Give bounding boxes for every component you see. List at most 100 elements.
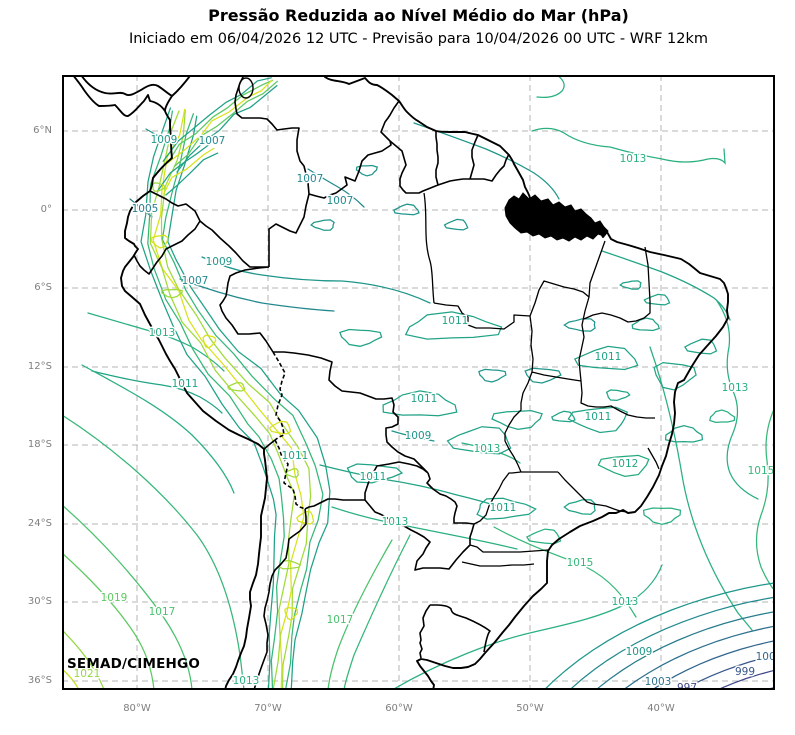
andes-contour-band-line (165, 152, 219, 196)
country-borders-dashed (272, 351, 306, 510)
contour-label: 1009 (151, 134, 178, 146)
contour-cell (563, 499, 596, 515)
chart-header: Pressão Reduzida ao Nível Médio do Mar (… (62, 6, 775, 47)
contour-cell (567, 406, 629, 434)
contour-label: 1021 (74, 668, 101, 680)
contour-line (91, 370, 223, 414)
contour-cell (285, 468, 299, 478)
lon-tick-label: 50°W (516, 703, 544, 714)
lat-tick-label: 0° (40, 204, 52, 215)
contour-label: 1007 (199, 135, 226, 147)
contour-cell (684, 338, 718, 355)
contour-cell (573, 345, 639, 371)
contour-label: 1007 (327, 195, 354, 207)
contour-label: 1013 (382, 516, 409, 528)
contour-label: 1015 (748, 465, 775, 477)
lat-tick-label: 30°S (27, 596, 52, 607)
contour-line (331, 506, 518, 550)
geography (72, 75, 729, 690)
contour-cell (709, 409, 736, 424)
generated-contours (140, 77, 775, 690)
contour-line (601, 250, 731, 321)
contour-cell (476, 497, 537, 520)
contour-cell (478, 368, 507, 383)
country-borders (133, 75, 510, 690)
contour-label: 1009 (206, 256, 233, 268)
contour-label: 1013 (620, 153, 647, 165)
lat-tick-label: 36°S (27, 675, 52, 686)
contour-line (716, 300, 759, 500)
contour-line (343, 534, 411, 690)
contour-cell (631, 317, 660, 332)
contour-line (62, 552, 155, 690)
contour-cell (597, 454, 650, 478)
state-borders (423, 192, 660, 567)
contour-cell (202, 334, 217, 349)
contour-line (391, 564, 663, 690)
contour-cell (404, 311, 503, 340)
andes-contour-band-line (161, 113, 324, 690)
andes-contour-band-line (156, 141, 214, 192)
contour-label: 1011 (442, 315, 469, 327)
page-title: Pressão Reduzida ao Nível Médio do Mar (… (208, 6, 629, 25)
andes-contour-band-line (176, 84, 278, 173)
contour-line (536, 75, 565, 98)
contour-label: 1009 (626, 646, 653, 658)
lon-tick-label: 80°W (123, 703, 151, 714)
contour-line (201, 256, 431, 304)
contour-cell (355, 164, 378, 177)
contour-cell (642, 507, 682, 526)
andes-contour-band-line (163, 147, 215, 195)
contour-label: 1013 (149, 327, 176, 339)
contour-cell (524, 367, 562, 384)
contour-label: 1009 (405, 430, 432, 442)
contour-cell (296, 510, 315, 525)
contour-label: 1011 (282, 450, 309, 462)
contour-label: 1011 (490, 502, 517, 514)
contour-label: 1003 (645, 676, 672, 688)
contour-cell (161, 288, 183, 299)
andes-contour-band-line (173, 80, 278, 168)
contour-label: 1013 (722, 382, 749, 394)
contour-cell (392, 203, 420, 216)
contour-label: 1013 (612, 596, 639, 608)
contour-line (413, 122, 560, 200)
contour-cell (605, 389, 631, 402)
andes-contour-band-line (152, 108, 305, 689)
contour-cell (226, 381, 246, 392)
andes-contour-band-line (167, 115, 331, 690)
contour-label: 1011 (411, 393, 438, 405)
lon-tick-label: 60°W (385, 703, 413, 714)
contour-line (319, 464, 501, 508)
andes-contour-band-line (167, 79, 274, 164)
map-frame (62, 75, 775, 690)
pressure-contours (62, 75, 775, 690)
lat-tick-label: 6°N (33, 125, 52, 136)
contour-label: 1015 (567, 557, 594, 569)
andes-contour-band-line (162, 77, 272, 162)
contour-cell (643, 293, 671, 306)
contour-line (62, 629, 105, 690)
contour-label: 1007 (182, 275, 209, 287)
contour-label: 1005 (132, 203, 159, 215)
contour-label: 1011 (172, 378, 199, 390)
contour-label: 1019 (101, 592, 128, 604)
coastline (72, 75, 729, 690)
contour-cell (346, 463, 404, 484)
contour-line (179, 278, 335, 312)
contour-label: 1017 (149, 606, 176, 618)
contour-line (81, 364, 235, 494)
contour-label: 997 (677, 682, 697, 690)
contour-labels: 1009 100710071007101310051009100710111013… (72, 133, 775, 691)
lat-tick-label: 18°S (27, 439, 52, 450)
contour-line (755, 406, 775, 592)
contour-label: 1007 (297, 173, 324, 185)
contour-label: 1012 (612, 458, 639, 470)
contour-cell (382, 390, 458, 417)
contour-cell (150, 234, 169, 249)
contour-cell (563, 318, 596, 332)
lon-tick-label: 70°W (254, 703, 282, 714)
contour-line (391, 430, 435, 442)
andes-contour-band-line (160, 109, 312, 690)
